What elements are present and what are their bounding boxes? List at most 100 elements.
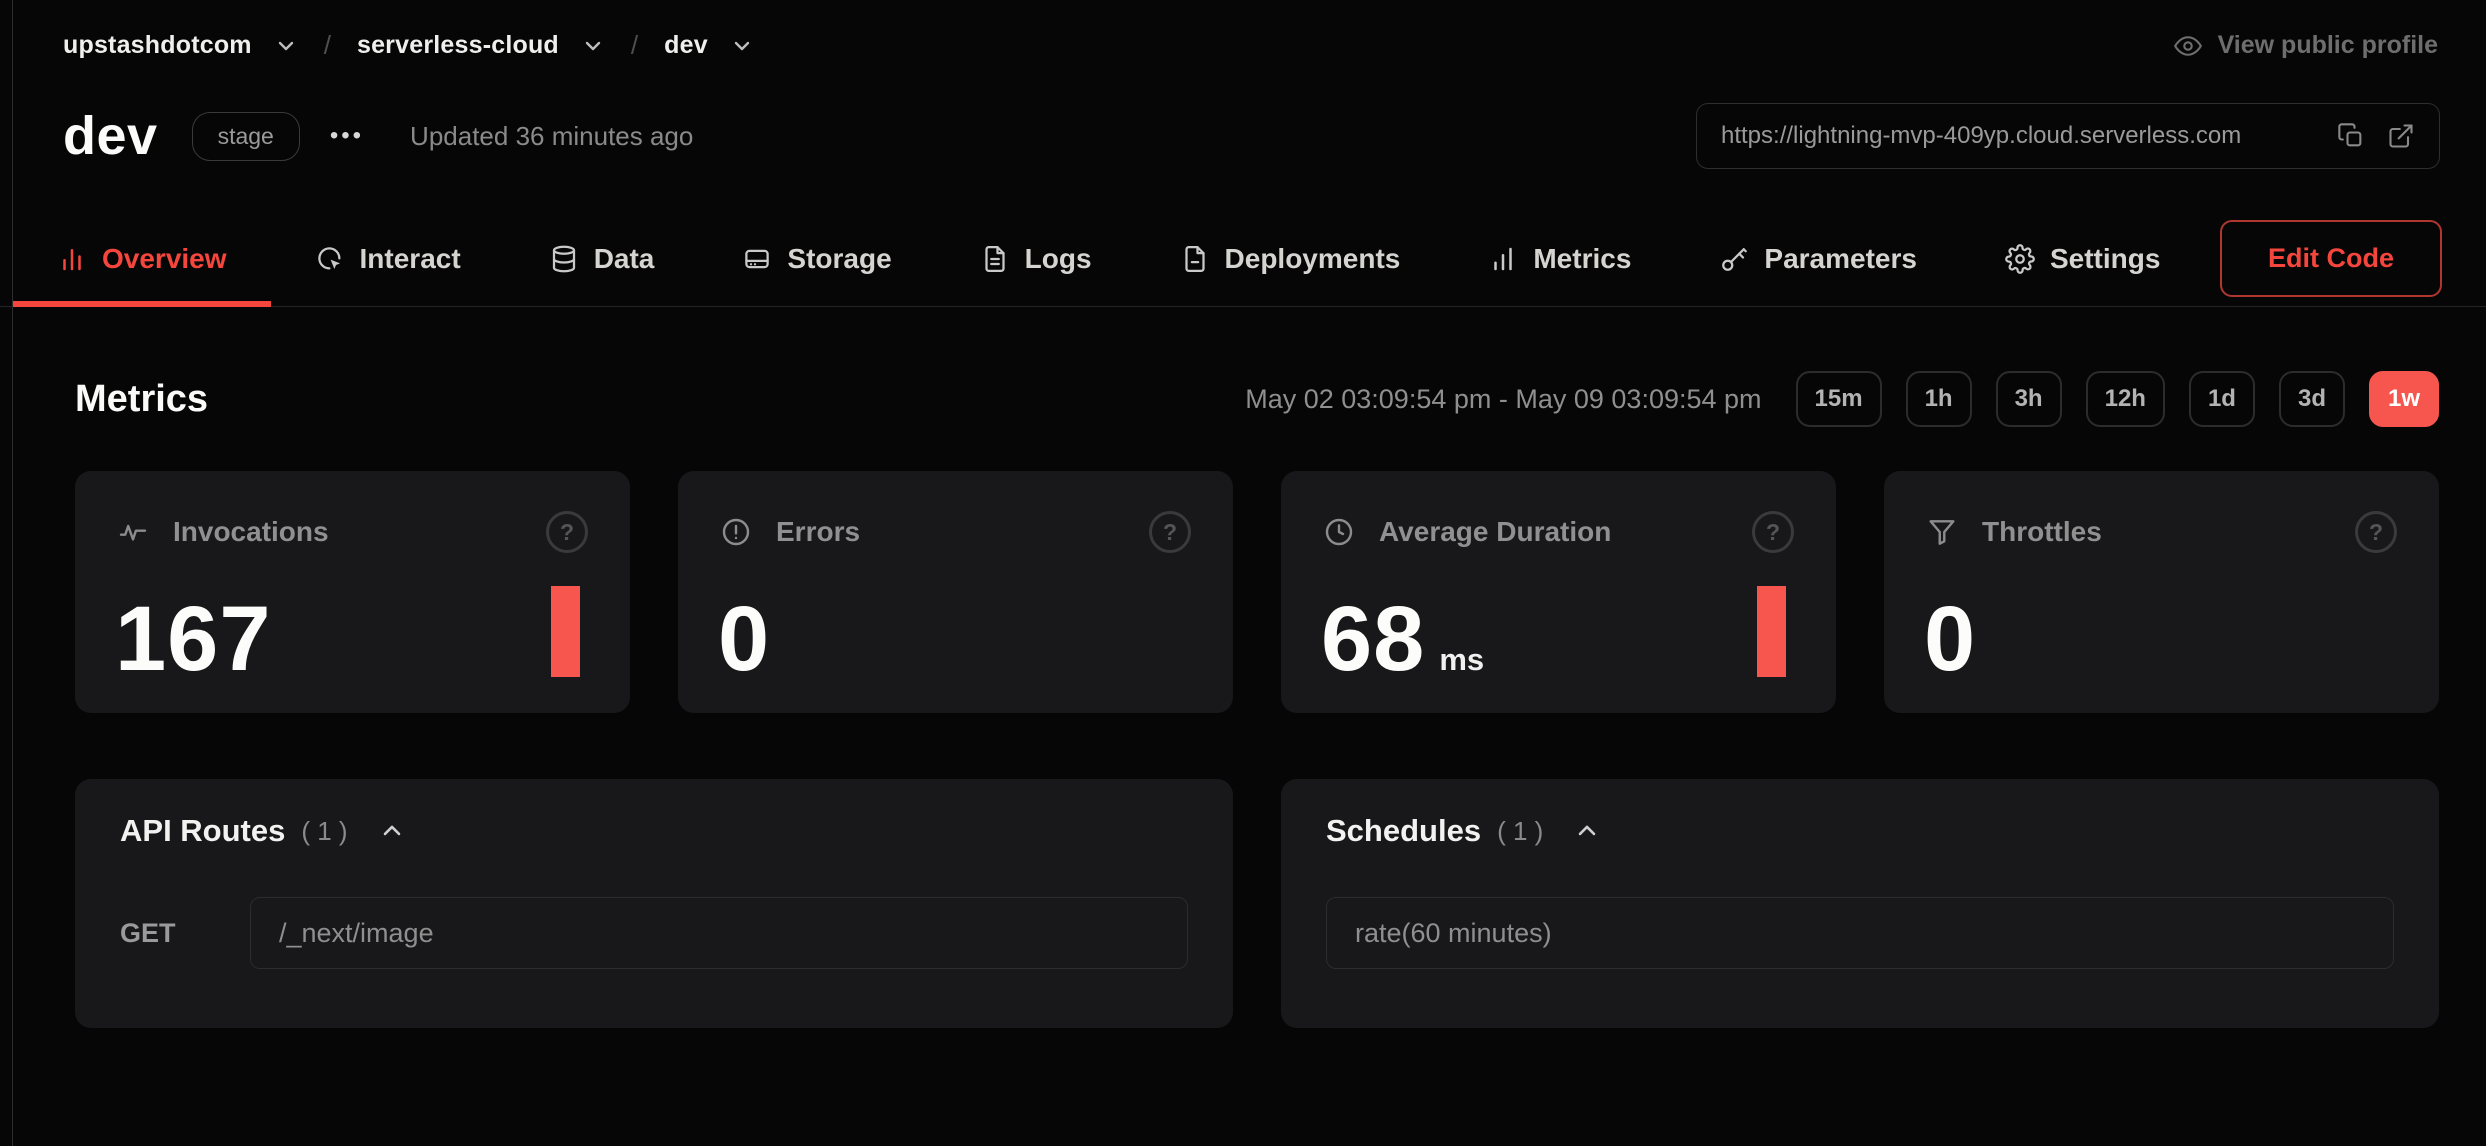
help-icon[interactable]: ? <box>546 511 588 553</box>
chevron-down-icon <box>585 41 601 50</box>
file-text-icon <box>985 245 1005 272</box>
breadcrumb-instance-label: dev <box>664 31 708 59</box>
view-public-profile-link[interactable]: View public profile <box>2173 31 2438 60</box>
edit-code-button[interactable]: Edit Code <box>2220 220 2442 297</box>
cursor-click-icon <box>317 246 341 269</box>
external-link-icon[interactable] <box>2387 122 2415 150</box>
tab-overview[interactable]: Overview <box>13 211 271 307</box>
average-duration-spark-bar <box>1757 586 1786 677</box>
collapse-button[interactable] <box>378 817 406 845</box>
breadcrumb-org-label: upstashdotcom <box>63 31 252 59</box>
gear-icon <box>2005 243 2035 274</box>
api-routes-panel: API Routes ( 1 ) GET /_next/image <box>75 779 1233 1028</box>
route-path-pill: /_next/image <box>250 897 1188 969</box>
errors-value: 0 <box>718 588 771 690</box>
api-route-row: GET /_next/image <box>120 897 1188 969</box>
key-icon <box>1722 247 1748 271</box>
route-method: GET <box>120 917 176 948</box>
copy-icon[interactable] <box>2337 122 2365 150</box>
eye-icon <box>2173 35 2202 56</box>
schedules-count: ( 1 ) <box>1497 815 1544 846</box>
metrics-heading: Metrics <box>75 377 209 420</box>
metrics-section-head: Metrics May 02 03:09:54 pm - May 09 03:0… <box>75 371 2439 427</box>
tab-data[interactable]: Data <box>505 211 699 306</box>
invocations-card: Invocations ? 167 <box>75 471 630 713</box>
breadcrumb-org[interactable]: upstashdotcom <box>63 31 298 60</box>
file-minus-icon <box>1184 245 1205 272</box>
bar-chart-icon <box>63 248 81 270</box>
alert-circle-icon <box>722 518 750 546</box>
breadcrumb-separator: / <box>323 30 331 60</box>
chevron-up-icon <box>383 825 400 836</box>
date-range-label: May 02 03:09:54 pm - May 09 03:09:54 pm <box>1245 383 1762 414</box>
schedules-title: Schedules <box>1326 813 1482 848</box>
range-button-1w[interactable]: 1w <box>2368 371 2439 427</box>
schedules-panel: Schedules ( 1 ) rate(60 minutes) <box>1281 779 2439 1028</box>
route-path: /_next/image <box>279 917 434 948</box>
tab-bar: Overview Interact Data Storage Logs Depl… <box>0 211 2486 307</box>
help-icon[interactable]: ? <box>1149 511 1191 553</box>
activity-icon <box>119 524 147 541</box>
tab-logs[interactable]: Logs <box>936 211 1136 306</box>
tab-label: Metrics <box>1533 242 1632 274</box>
more-menu-button[interactable]: ••• <box>329 122 365 149</box>
tab-settings[interactable]: Settings <box>1961 211 2204 306</box>
range-button-3d[interactable]: 3d <box>2278 371 2345 427</box>
chevron-down-icon <box>734 41 750 50</box>
range-button-1d[interactable]: 1d <box>2188 371 2255 427</box>
clock-icon <box>1325 518 1353 546</box>
bar-chart-icon <box>1494 247 1513 270</box>
tab-label: Interact <box>359 242 461 274</box>
stage-url-box: https://lightning-mvp-409yp.cloud.server… <box>1696 103 2440 169</box>
stage-badge: stage <box>191 111 300 161</box>
schedule-expression-pill: rate(60 minutes) <box>1326 897 2394 969</box>
funnel-icon <box>1929 520 1955 545</box>
tab-label: Overview <box>102 242 227 274</box>
card-title: Throttles <box>1982 516 2102 547</box>
average-duration-card: Average Duration ? 68 ms <box>1281 471 1836 713</box>
tab-interact[interactable]: Interact <box>271 211 505 306</box>
invocations-value: 167 <box>115 588 272 690</box>
stage-url: https://lightning-mvp-409yp.cloud.server… <box>1721 122 2242 149</box>
help-icon[interactable]: ? <box>1752 511 1794 553</box>
collapse-button[interactable] <box>1573 817 1601 845</box>
average-duration-value: 68 <box>1321 588 1426 690</box>
range-button-12h[interactable]: 12h <box>2085 371 2165 427</box>
tab-metrics[interactable]: Metrics <box>1444 211 1675 306</box>
view-public-profile-label: View public profile <box>2217 31 2438 59</box>
card-title: Errors <box>776 516 861 547</box>
range-button-3h[interactable]: 3h <box>1995 371 2062 427</box>
tab-label: Logs <box>1024 242 1092 274</box>
breadcrumb-app[interactable]: serverless-cloud <box>357 31 605 60</box>
tab-label: Deployments <box>1224 242 1401 274</box>
page-title: dev <box>63 106 158 166</box>
breadcrumb-separator: / <box>630 30 639 60</box>
tab-deployments[interactable]: Deployments <box>1136 211 1445 306</box>
chevron-up-icon <box>1579 825 1596 836</box>
tab-label: Settings <box>2049 242 2161 274</box>
card-title: Average Duration <box>1379 516 1612 547</box>
invocations-spark-bar <box>551 586 580 677</box>
chevron-down-icon <box>278 41 293 50</box>
help-icon[interactable]: ? <box>2355 511 2397 553</box>
api-routes-count: ( 1 ) <box>301 815 348 846</box>
top-bar: upstashdotcom / serverless-cloud / dev V… <box>0 0 2486 61</box>
metric-cards: Invocations ? 167 Errors ? 0 Average Dur… <box>75 471 2439 713</box>
range-button-1h[interactable]: 1h <box>1905 371 1972 427</box>
tab-storage[interactable]: Storage <box>698 211 935 306</box>
breadcrumb: upstashdotcom / serverless-cloud / dev <box>63 30 754 61</box>
schedule-expression: rate(60 minutes) <box>1355 917 1552 948</box>
tab-label: Storage <box>787 242 892 274</box>
errors-card: Errors ? 0 <box>678 471 1233 713</box>
api-routes-title: API Routes <box>120 813 286 848</box>
tab-parameters[interactable]: Parameters <box>1675 211 1961 306</box>
database-icon <box>552 245 575 272</box>
drive-icon <box>745 249 770 268</box>
tab-label: Data <box>593 242 655 274</box>
breadcrumb-app-label: serverless-cloud <box>356 31 559 59</box>
average-duration-unit: ms <box>1439 642 1485 677</box>
updated-timestamp: Updated 36 minutes ago <box>410 120 694 151</box>
breadcrumb-instance[interactable]: dev <box>664 31 754 60</box>
throttles-value: 0 <box>1924 588 1977 690</box>
range-button-15m[interactable]: 15m <box>1795 371 1882 427</box>
